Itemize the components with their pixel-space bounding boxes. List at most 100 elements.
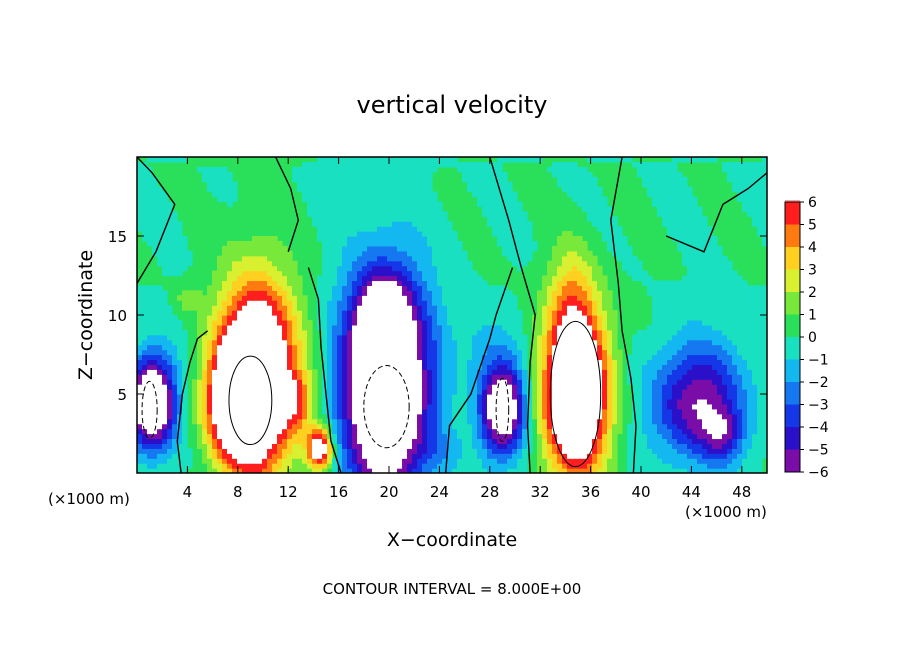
field-cell [362,270,368,277]
field-cell [682,329,688,336]
field-cell [527,255,533,262]
field-cell [682,369,688,375]
field-cell [252,290,258,296]
field-cell [387,463,393,469]
field-cell [547,324,553,331]
field-cell [452,290,458,296]
field-cell [737,290,743,296]
field-cell [662,398,668,405]
field-cell [182,453,188,459]
field-cell [177,379,183,385]
field-cell [482,379,488,385]
field-cell [137,423,143,430]
field-cell [612,384,618,390]
field-cell [762,315,767,321]
field-cell [457,285,463,291]
field-cell [747,398,753,405]
field-cell [657,295,663,301]
field-cell [242,413,248,420]
field-cell [522,468,528,473]
field-cell [367,453,373,459]
field-cell [252,413,258,420]
field-cell [472,270,478,277]
field-cell [592,379,598,385]
field-cell [447,354,453,361]
field-cell [302,423,308,430]
field-cell [212,379,218,385]
field-cell [487,403,493,410]
field-cell [272,458,278,464]
field-cell [477,369,483,375]
field-cell [482,403,488,410]
field-cell [647,453,653,459]
field-cell [192,403,198,410]
field-cell [452,438,458,444]
field-cell [387,443,393,449]
field-cell [532,398,538,405]
field-cell [657,394,663,400]
field-cell [412,458,418,464]
field-cell [377,265,383,272]
field-cell [247,255,253,262]
field-cell [682,389,688,395]
field-cell [537,398,543,405]
field-cell [277,290,283,296]
field-cell [172,349,178,356]
field-cell [647,408,653,415]
field-cell [647,443,653,449]
field-cell [682,255,688,262]
field-cell [357,384,363,390]
field-cell [562,398,568,405]
field-cell [432,453,438,459]
field-cell [247,339,253,346]
field-cell [352,295,358,301]
field-cell [542,384,548,390]
field-cell [732,423,738,430]
field-cell [142,443,148,449]
field-cell [747,468,753,473]
field-cell [602,438,608,444]
field-cell [162,448,168,454]
field-cell [282,285,288,291]
field-cell [442,443,448,449]
field-cell [492,438,498,444]
field-cell [397,295,403,301]
field-cell [412,339,418,346]
field-cell [582,384,588,390]
field-cell [162,418,168,425]
field-cell [317,443,323,449]
field-cell [717,349,723,356]
field-cell [467,315,473,321]
field-cell [257,364,263,370]
field-cell [292,290,298,296]
field-cell [277,255,283,262]
field-cell [457,413,463,420]
field-cell [737,448,743,454]
field-cell [427,255,433,262]
field-cell [607,379,613,385]
field-cell [602,280,608,286]
field-cell [582,354,588,361]
field-cell [582,319,588,326]
field-cell [617,403,623,410]
field-cell [757,290,763,296]
field-cell [172,319,178,326]
field-cell [547,310,553,316]
field-cell [392,260,398,267]
field-cell [272,324,278,331]
field-cell [252,389,258,395]
field-cell [762,364,767,370]
field-cell [472,364,478,370]
field-cell [712,468,718,473]
field-cell [727,384,733,390]
field-cell [427,334,433,341]
field-cell [182,394,188,400]
field-cell [692,408,698,415]
field-cell [322,275,328,282]
field-cell [262,290,268,296]
field-cell [482,408,488,415]
field-cell [737,359,743,365]
field-cell [392,389,398,395]
field-cell [257,408,263,415]
field-cell [147,379,153,385]
